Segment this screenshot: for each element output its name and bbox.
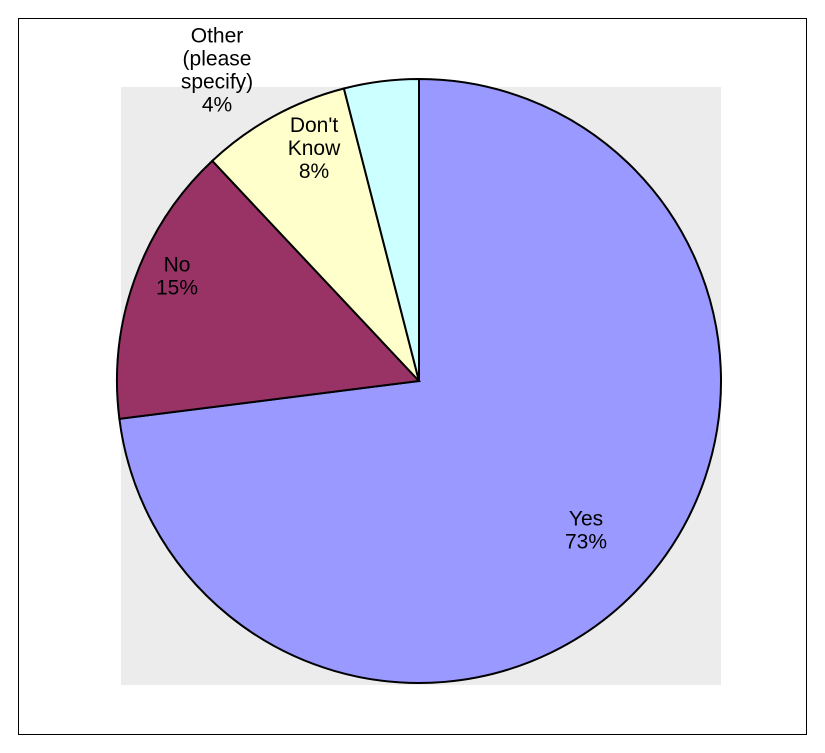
pie-data-labels: Yes 73% No 15% Don't Know 8% Other (please specif… [156,25,607,554]
pie-slice-don-t-know [210,87,420,382]
data-label-don-t-know: Don't Know 8% [288,114,341,183]
data-label-no: No 15% [156,254,198,300]
pie-slices [116,77,722,684]
pie-slice-no [116,159,422,420]
data-label-other-please-specify: Other (please specify) 4% [181,25,253,117]
data-label-yes: Yes 73% [565,508,607,554]
pie-slice-other-please-specify [342,77,420,382]
pie-chart: Yes 73% No 15% Don't Know 8% Other (please specif… [116,25,722,684]
chart-frame: Yes 73% No 15% Don't Know 8% Other (please specif… [18,18,807,735]
